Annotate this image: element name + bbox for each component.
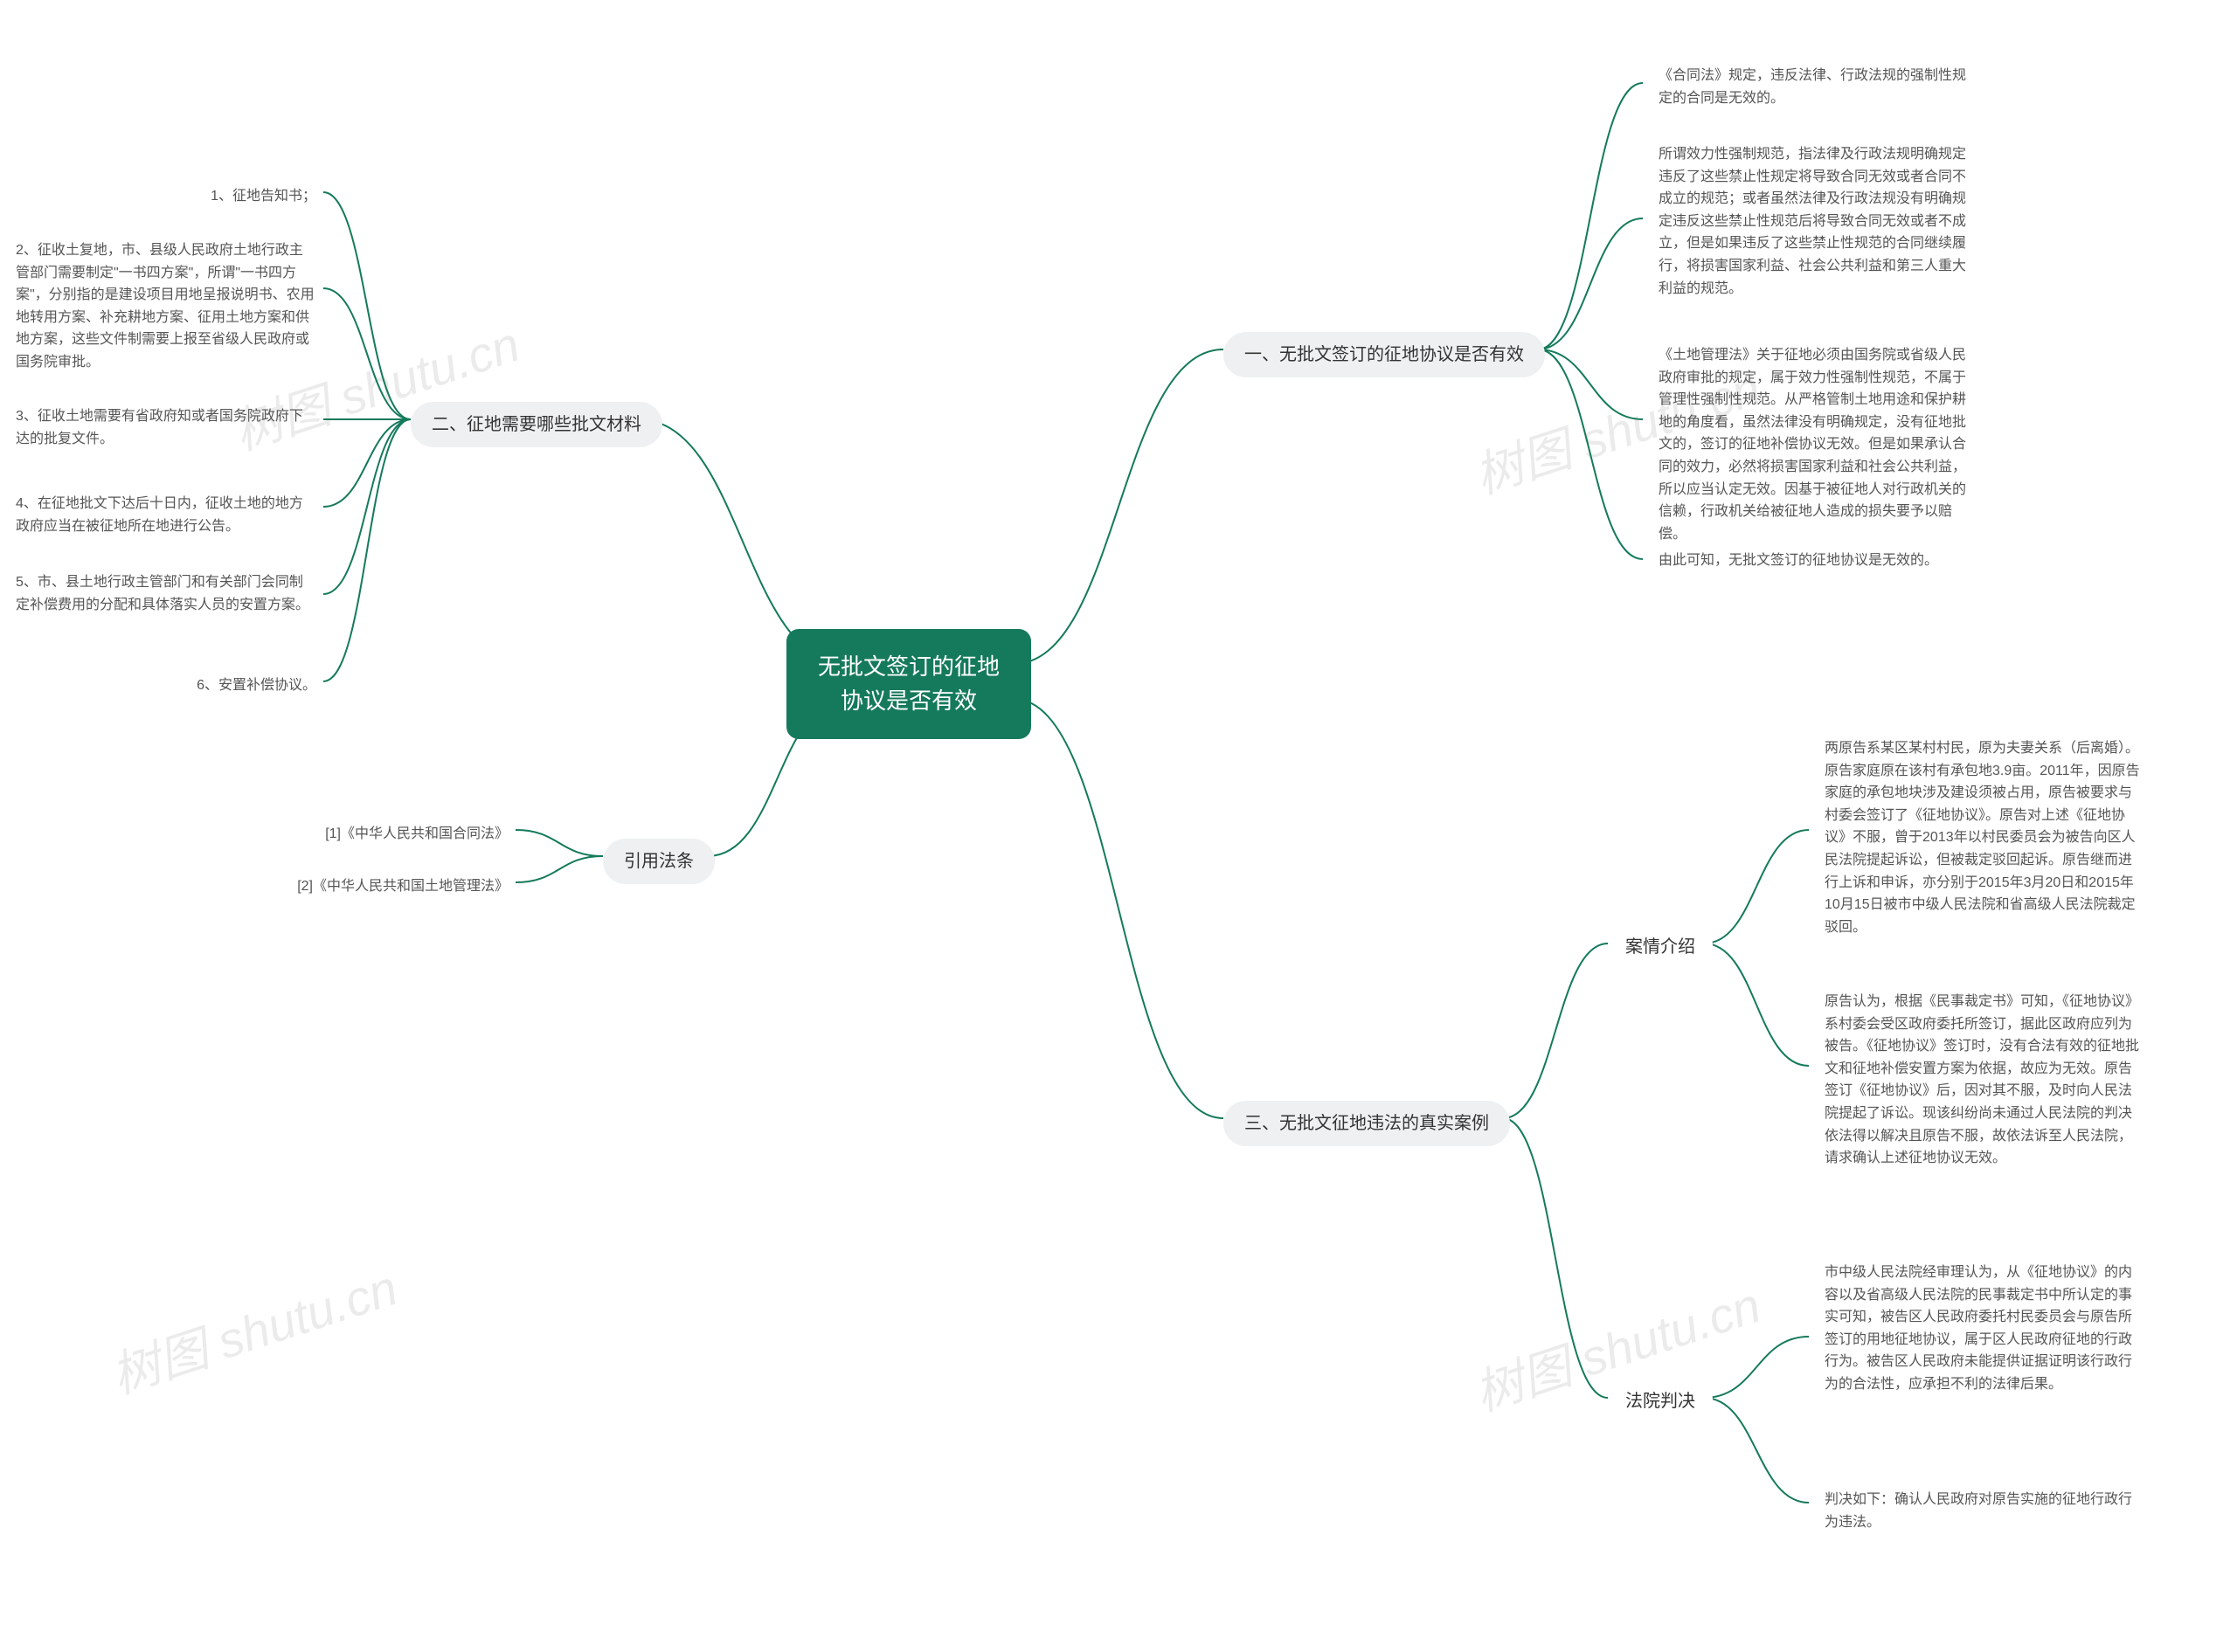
sub-label: 法院判决 xyxy=(1625,1392,1695,1411)
leaf-b2l2: 2、征收土复地，市、县级人民政府土地行政主管部门需要制定"一书四方案"，所谓"一… xyxy=(9,236,323,377)
leaf-b2l1: 1、征地告知书； xyxy=(175,182,323,211)
leaf-b1l2: 所谓效力性强制规范，指法律及行政法规明确规定违反了这些禁止性规定将导致合同无效或… xyxy=(1652,140,1984,303)
branch-label: 二、征地需要哪些批文材料 xyxy=(432,415,641,434)
sub-label: 案情介绍 xyxy=(1625,937,1695,957)
leaf-b1l3: 《土地管理法》关于征地必须由国务院或省级人民政府审批的规定，属于效力性强制性规范… xyxy=(1652,341,1984,549)
leaf-b3s1l2: 原告认为，根据《民事裁定书》可知，《征地协议》系村委会受区政府委托所签订，据此区… xyxy=(1818,987,2150,1173)
branch-label: 一、无批文签订的征地协议是否有效 xyxy=(1244,345,1524,364)
leaf-b3s1l1: 两原告系某区某村村民，原为夫妻关系（后离婚）。原告家庭原在该村有承包地3.9亩。… xyxy=(1818,734,2150,942)
leaf-b4l2: [2]《中华人民共和国土地管理法》 xyxy=(262,872,516,902)
leaf-b1l1: 《合同法》规定，违反法律、行政法规的强制性规定的合同是无效的。 xyxy=(1652,61,1984,113)
leaf-b3s2l2: 判决如下：确认人民政府对原告实施的征地行政行为违法。 xyxy=(1818,1485,2150,1537)
sub-node-b3s2[interactable]: 法院判决 xyxy=(1608,1380,1713,1422)
leaf-b2l5: 5、市、县土地行政主管部门和有关部门会同制定补偿费用的分配和具体落实人员的安置方… xyxy=(9,568,323,619)
branch-label: 引用法条 xyxy=(624,852,694,871)
sub-node-b3s1[interactable]: 案情介绍 xyxy=(1608,926,1713,968)
branch-node-2[interactable]: 二、征地需要哪些批文材料 xyxy=(411,402,662,447)
leaf-b4l1: [1]《中华人民共和国合同法》 xyxy=(288,819,516,849)
leaf-b2l3: 3、征收土地需要有省政府知或者国务院政府下达的批复文件。 xyxy=(9,402,323,453)
branch-node-3[interactable]: 三、无批文征地违法的真实案例 xyxy=(1223,1101,1510,1146)
leaf-b1l4: 由此可知，无批文签订的征地协议是无效的。 xyxy=(1652,546,1945,576)
branch-node-1[interactable]: 一、无批文签订的征地协议是否有效 xyxy=(1223,332,1545,377)
leaf-b2l4: 4、在征地批文下达后十日内，征收土地的地方政府应当在被征地所在地进行公告。 xyxy=(9,489,323,541)
leaf-b3s2l1: 市中级人民法院经审理认为，从《征地协议》的内容以及省高级人民法院的民事裁定书中所… xyxy=(1818,1258,2150,1400)
center-title: 无批文签订的征地协议是否有效 xyxy=(818,653,1000,714)
center-node[interactable]: 无批文签订的征地协议是否有效 xyxy=(786,629,1031,739)
branch-label: 三、无批文征地违法的真实案例 xyxy=(1244,1114,1489,1133)
leaf-b2l6: 6、安置补偿协议。 xyxy=(175,671,323,701)
branch-node-4[interactable]: 引用法条 xyxy=(603,839,715,884)
